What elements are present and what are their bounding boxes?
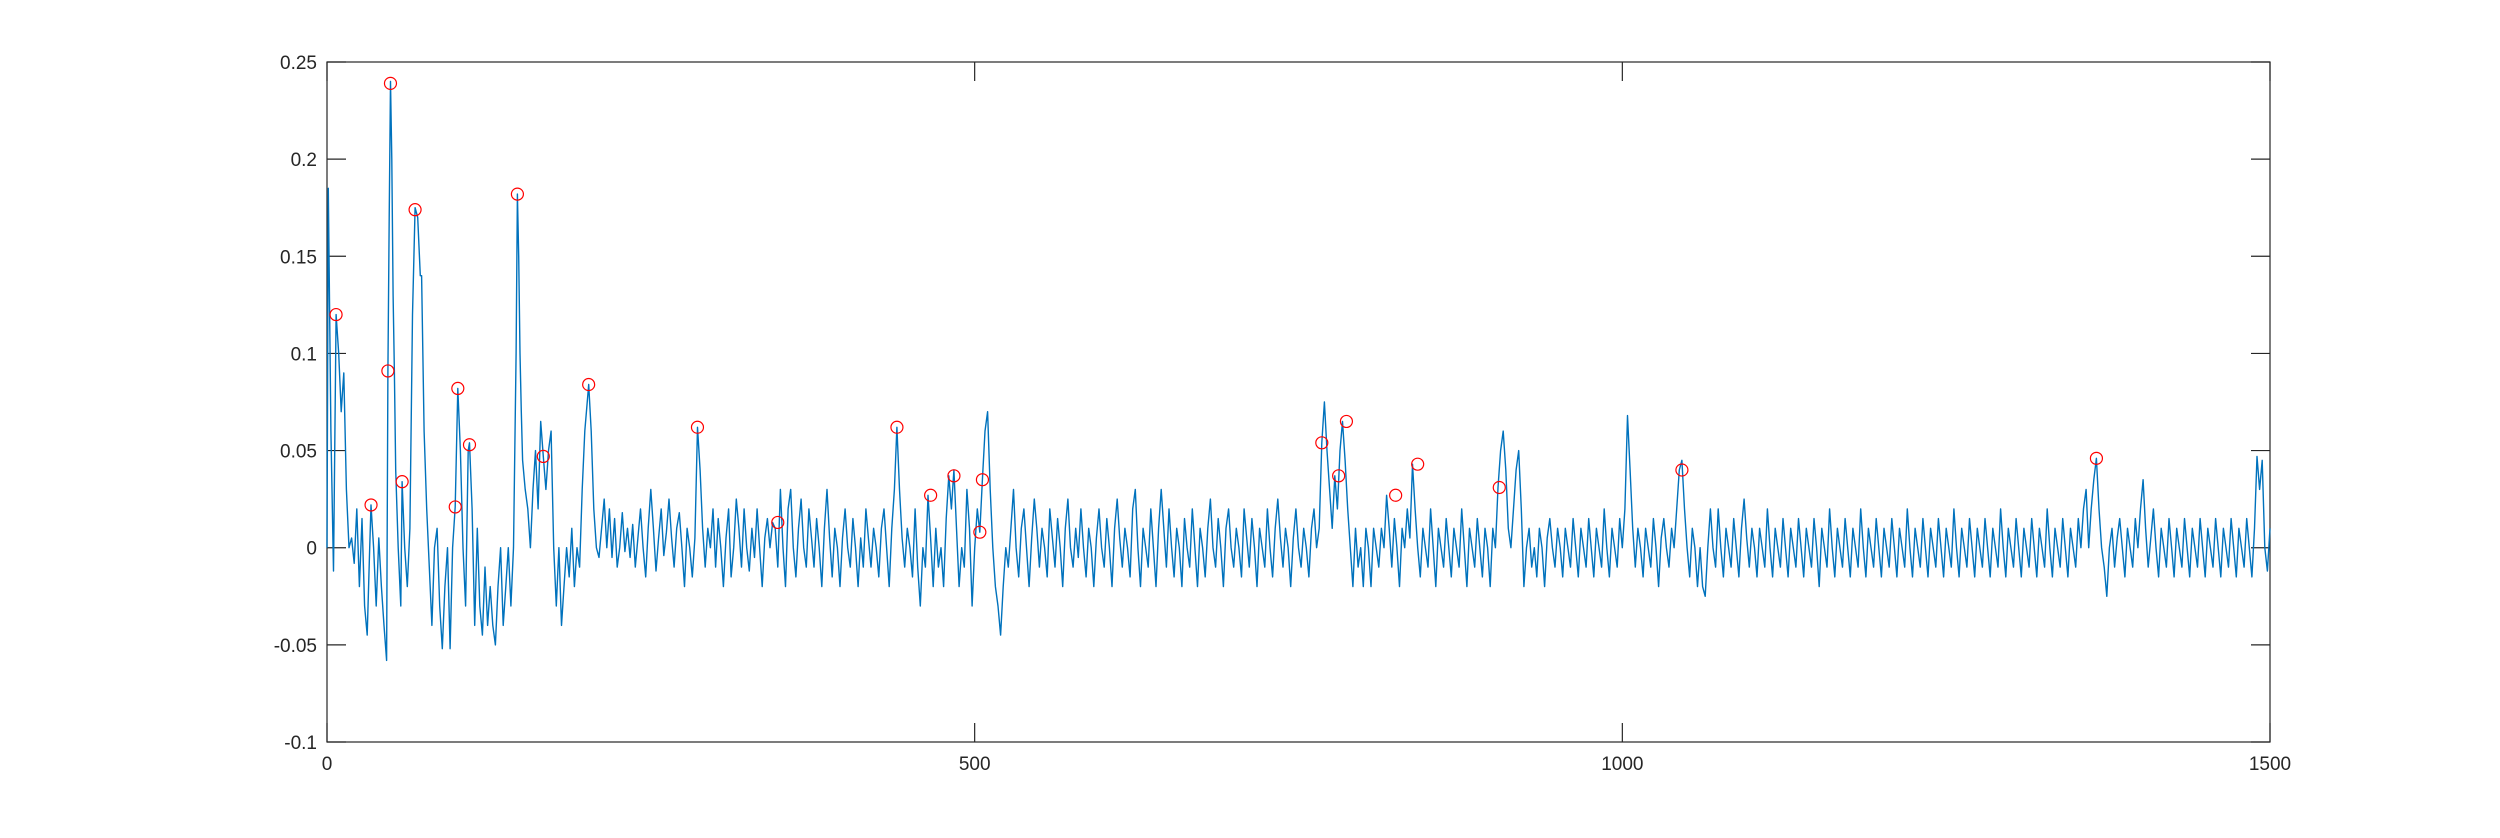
- peak-marker: [329, 307, 343, 322]
- peak-marker: [2089, 451, 2104, 465]
- y-tick-label: -0.05: [274, 636, 317, 657]
- y-tick-label: 0.1: [291, 344, 317, 365]
- peak-marker: [451, 381, 465, 395]
- peak-marker: [510, 187, 525, 201]
- x-tick-label: 500: [959, 754, 991, 775]
- x-tick-label: 1000: [1601, 754, 1643, 775]
- peak-marker: [1411, 457, 1425, 471]
- signal-line: [326, 80, 2271, 662]
- peak-marker: [1492, 480, 1506, 495]
- peak-marker: [1389, 488, 1403, 502]
- x-tick-label: 1500: [2249, 754, 2291, 775]
- axes: 0 500 1000 1500 -0.1 -0.05 0 0.05 0.1 0.15 0.2 0.25: [274, 53, 2291, 775]
- plot-frame: [326, 61, 2271, 743]
- peak-marker: [924, 488, 938, 502]
- y-tick-label: 0.15: [280, 247, 317, 268]
- peak-marker: [890, 420, 904, 434]
- peak-marker: [947, 469, 961, 483]
- y-tick-label: 0.05: [280, 442, 317, 463]
- y-tick-label: 0.25: [280, 53, 317, 74]
- peak-marker: [408, 203, 422, 217]
- peak-marker: [1675, 463, 1689, 477]
- x-tick-label: 0: [322, 754, 333, 775]
- y-tick-label: 0.2: [291, 150, 317, 171]
- peak-marker: [690, 420, 705, 434]
- peak-marker: [1339, 414, 1354, 429]
- peak-marker: [364, 498, 378, 512]
- peak-marker: [383, 76, 398, 90]
- peak-marker: [582, 377, 596, 392]
- y-tick-label: -0.1: [284, 733, 317, 754]
- peak-marker: [448, 500, 462, 514]
- peak-marker: [536, 449, 550, 463]
- y-tick-label: 0: [306, 539, 317, 560]
- peak-marker: [1332, 469, 1346, 483]
- peak-marker: [973, 525, 987, 539]
- peak-marker: [395, 475, 409, 489]
- peak-marker: [975, 473, 990, 487]
- series-layer: [326, 76, 2271, 662]
- peak-marker: [381, 364, 395, 378]
- peak-marker: [771, 515, 785, 530]
- peak-marker: [462, 438, 477, 452]
- peak-marker: [1315, 436, 1329, 450]
